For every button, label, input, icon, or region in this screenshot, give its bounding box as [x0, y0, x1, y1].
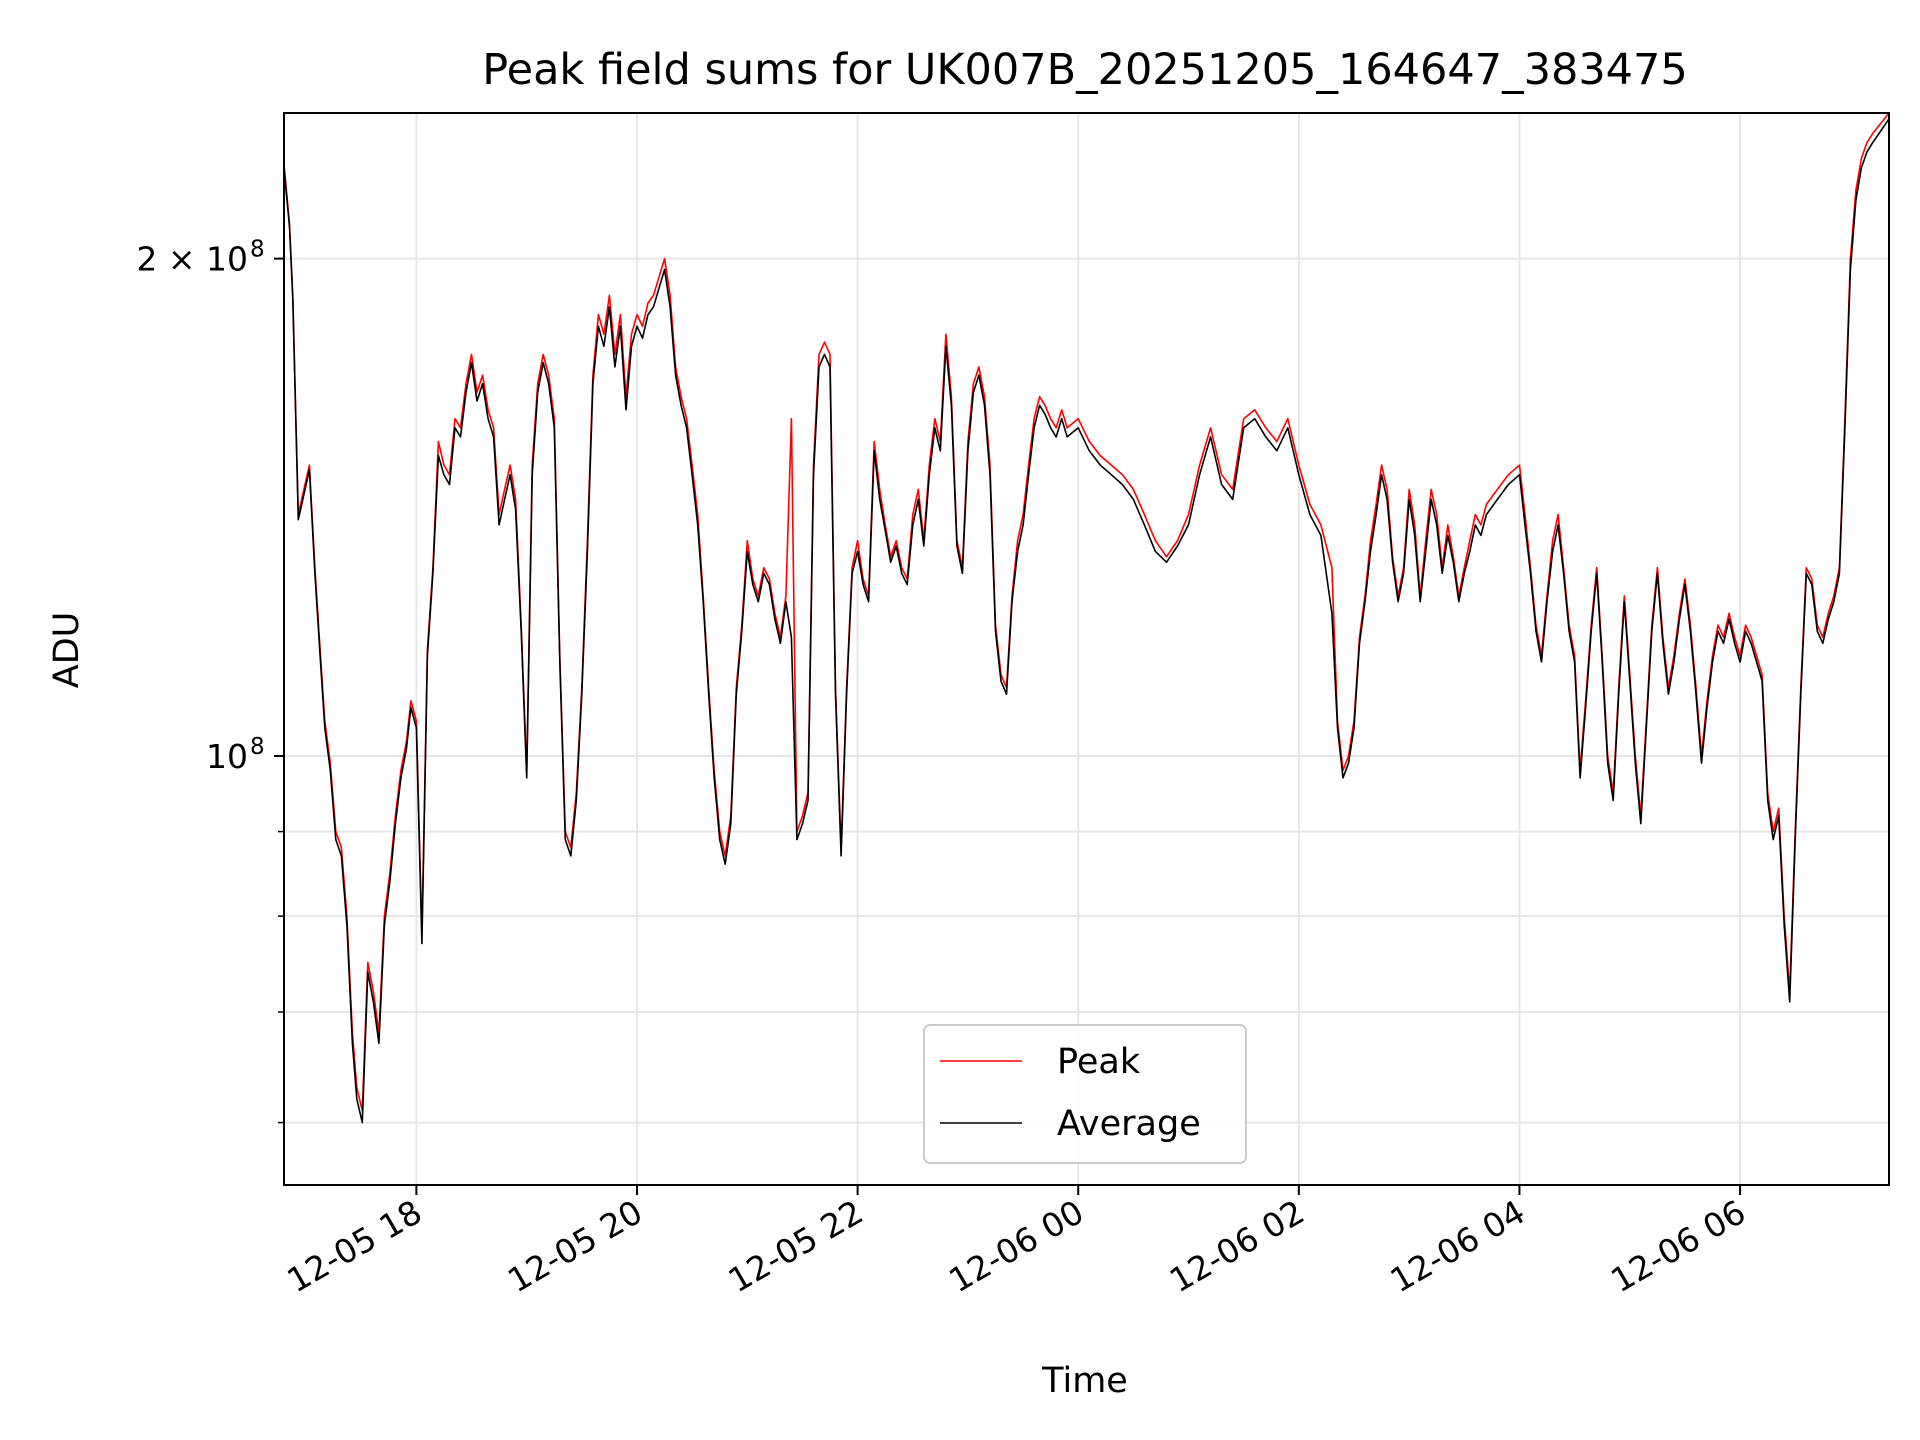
series-line-average [283, 118, 1890, 1124]
y-tick-label: 10 [206, 737, 248, 776]
y-axis-label: ADU [47, 612, 87, 689]
series-layer [283, 112, 1890, 1124]
legend-box [923, 1024, 1247, 1164]
chart-title: Peak field sums for UK007B_20251205_1646… [482, 45, 1688, 95]
y-tick-label: 2 × 10 [136, 240, 248, 279]
legend: Peak Average [923, 1024, 1247, 1164]
x-axis-label: Time [1041, 1361, 1128, 1401]
legend-label-average: Average [1057, 1104, 1201, 1144]
plot-frame [283, 112, 1890, 1186]
y-tick-exponent: 8 [250, 237, 265, 263]
legend-label-peak: Peak [1057, 1042, 1141, 1082]
y-tick-exponent: 8 [250, 734, 265, 760]
y-axis: 2 × 10 810 8 [136, 237, 284, 1124]
